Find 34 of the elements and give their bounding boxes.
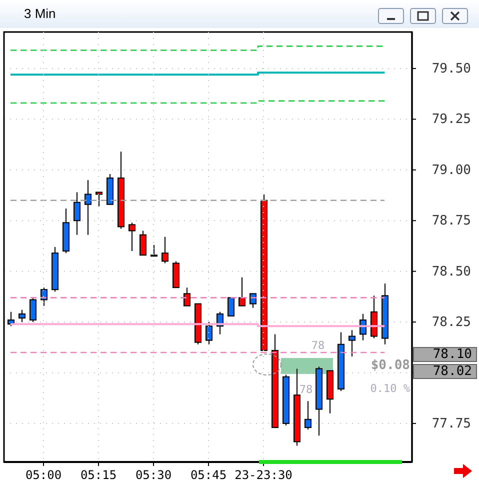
candlestick [74, 192, 80, 236]
candlestick [184, 287, 190, 306]
y-tick-label: 79.00 [432, 162, 471, 178]
y-tick-label: 77.75 [432, 416, 471, 432]
candlestick [30, 297, 36, 323]
candlestick [140, 230, 146, 256]
y-tick-label: 78.75 [432, 214, 471, 229]
x-tick-label: 05:15 [80, 468, 117, 482]
candlestick [206, 322, 212, 345]
x-tick-label: 05:45 [190, 468, 227, 482]
candlestick [150, 244, 158, 257]
candlestick [348, 330, 356, 358]
candlestick [304, 400, 312, 430]
annotation: 0.10 % [370, 382, 410, 395]
candlestick [128, 222, 136, 252]
candlestick [96, 192, 102, 207]
x-tick-label: 23-23:30 [234, 468, 292, 482]
candlestick [18, 309, 26, 323]
y-tick-label: 78.50 [432, 264, 471, 280]
y-tick-label: 79.50 [432, 62, 471, 77]
x-tick-label: 05:00 [25, 468, 62, 482]
annotation: 78 [311, 339, 325, 352]
text: 78.10 [413, 347, 477, 362]
candlestick [84, 180, 92, 236]
candlestick [228, 297, 234, 316]
text: 78.02 [413, 364, 477, 379]
candlestick [162, 236, 168, 264]
annotation: 78 [299, 383, 313, 396]
chart-title: 3 Min [24, 6, 56, 21]
y-tick-label: 78.25 [432, 315, 471, 330]
annotation: $0.08 [370, 358, 410, 373]
x-tick-label: 05:30 [135, 468, 172, 482]
y-tick-label: 79.25 [432, 112, 471, 128]
candlestick [238, 276, 246, 306]
